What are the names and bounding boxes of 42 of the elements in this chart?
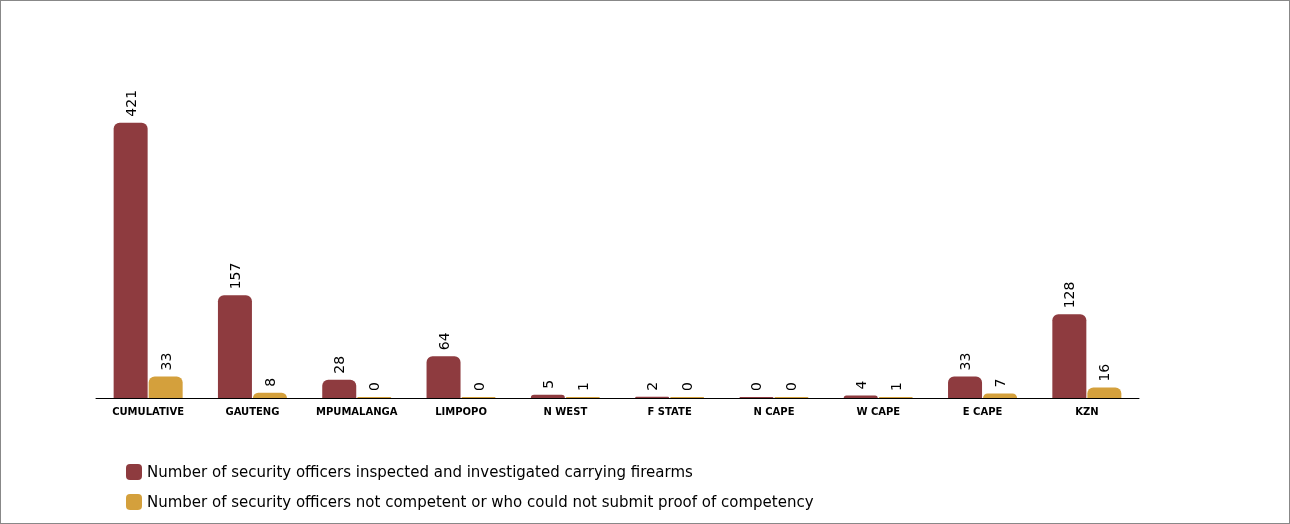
x-tick-label: N CAPE [753, 405, 795, 417]
bar [1087, 387, 1122, 398]
data-label: 8 [261, 377, 278, 387]
x-tick-label: LIMPOPO [435, 405, 487, 417]
data-label: 2 [644, 381, 661, 391]
data-label: 128 [1061, 281, 1078, 309]
x-tick-label: E CAPE [962, 405, 1003, 417]
bar [322, 379, 357, 398]
x-tick-label: N WEST [543, 405, 588, 417]
legend-label: Number of security officers not competent or who could not submit proof of competency [147, 493, 814, 511]
data-label: 421 [122, 89, 139, 117]
data-label: 33 [157, 352, 174, 371]
bar [948, 376, 983, 398]
bar [426, 356, 461, 398]
bar [530, 394, 565, 398]
x-tick-label: MPUMALANGA [315, 405, 398, 417]
x-tick-label: CUMULATIVE [112, 405, 185, 417]
data-label: 1 [887, 382, 904, 391]
data-label: 5 [539, 379, 556, 389]
data-label: 16 [1096, 363, 1113, 382]
data-label: 28 [331, 355, 348, 374]
data-label: 157 [226, 262, 243, 290]
data-label: 1 [574, 382, 591, 391]
data-label: 0 [783, 382, 800, 391]
data-label: 0 [366, 382, 383, 391]
x-tick-label: KZN [1075, 405, 1099, 417]
legend-label: Number of security officers inspected and investigated carrying firearms [147, 463, 694, 481]
data-label: 0 [748, 382, 765, 391]
bar [148, 376, 183, 398]
bar [217, 295, 252, 398]
bar [1052, 314, 1087, 398]
bar [843, 395, 878, 398]
bar [113, 122, 148, 398]
data-label: 4 [852, 380, 869, 390]
x-tick-label: GAUTENG [225, 405, 280, 417]
data-label: 33 [957, 352, 974, 371]
data-label: 64 [435, 332, 452, 351]
x-tick-label: W CAPE [856, 405, 901, 417]
data-label: 7 [992, 378, 1009, 388]
x-tick-label: F STATE [647, 405, 692, 417]
data-label: 0 [679, 382, 696, 391]
data-label: 0 [470, 382, 487, 391]
